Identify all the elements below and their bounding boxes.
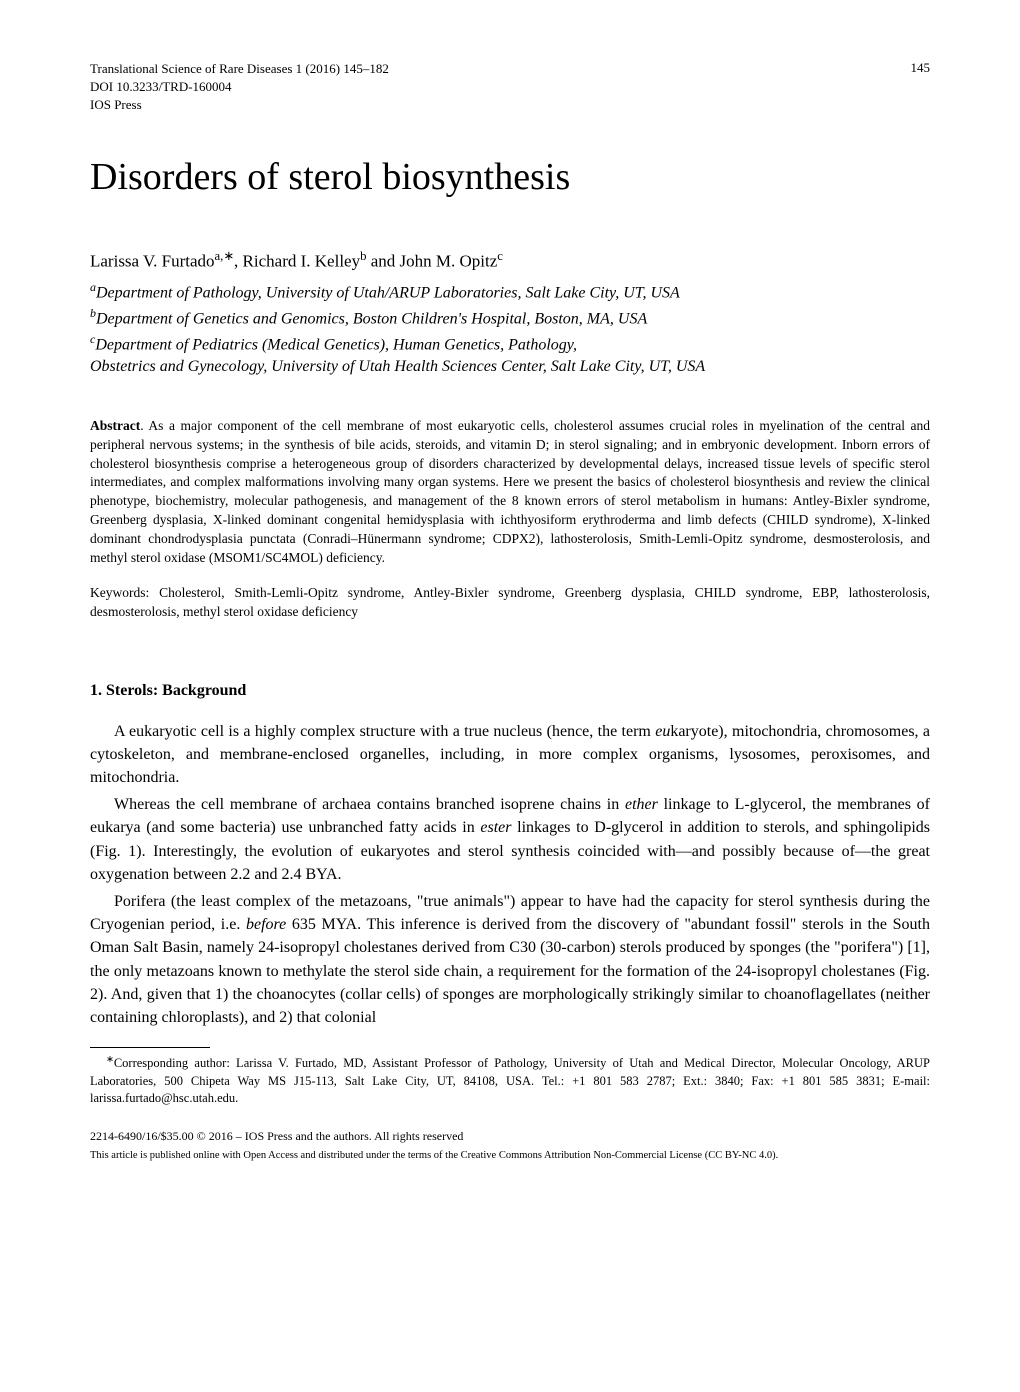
abstract-block: Abstract. As a major component of the ce… [90, 417, 930, 568]
footer-block: 2214-6490/16/$35.00 © 2016 – IOS Press a… [90, 1128, 930, 1163]
article-title: Disorders of sterol biosynthesis [90, 155, 930, 199]
affiliation-c-line2: Obstetrics and Gynecology, University of… [90, 356, 930, 378]
keywords-block: Keywords: Cholesterol, Smith-Lemli-Opitz… [90, 584, 930, 622]
footer-license: This article is published online with Op… [90, 1149, 930, 1164]
affiliation-c-line1: cDepartment of Pediatrics (Medical Genet… [90, 331, 930, 357]
abstract-label: Abstract [90, 418, 140, 433]
page-number: 145 [911, 60, 931, 76]
publisher-line: IOS Press [90, 96, 930, 114]
section-1-para-1: A eukaryotic cell is a highly complex st… [90, 720, 930, 790]
section-1-para-2: Whereas the cell membrane of archaea con… [90, 793, 930, 886]
header-metadata: Translational Science of Rare Diseases 1… [90, 60, 930, 115]
footnote-rule [90, 1047, 210, 1048]
keywords-label: Keywords: [90, 585, 159, 600]
corresponding-author-footnote: ∗Corresponding author: Larissa V. Furtad… [90, 1054, 930, 1108]
keywords-text: Cholesterol, Smith-Lemli-Opitz syndrome,… [90, 585, 930, 619]
section-1-para-3: Porifera (the least complex of the metaz… [90, 890, 930, 1029]
affiliation-b: bDepartment of Genetics and Genomics, Bo… [90, 305, 930, 331]
affiliations: aDepartment of Pathology, University of … [90, 279, 930, 379]
abstract-text: . As a major component of the cell membr… [90, 418, 930, 565]
affiliation-a: aDepartment of Pathology, University of … [90, 279, 930, 305]
journal-line: Translational Science of Rare Diseases 1… [90, 60, 930, 78]
footer-copyright: 2214-6490/16/$35.00 © 2016 – IOS Press a… [90, 1128, 930, 1145]
section-1-heading: 1. Sterols: Background [90, 682, 930, 700]
doi-line: DOI 10.3233/TRD-160004 [90, 78, 930, 96]
authors-line: Larissa V. Furtadoa,∗, Richard I. Kelley… [90, 249, 930, 272]
